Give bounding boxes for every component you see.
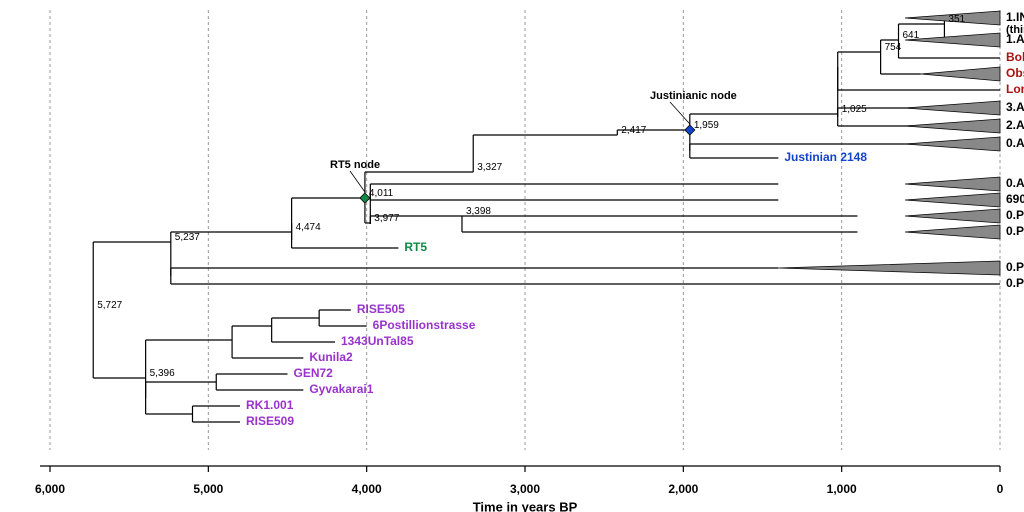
node-age: 754 (885, 42, 902, 53)
node-age: 3,398 (466, 206, 491, 217)
phylogeny-figure: 6,000 5,000 4,000 3,000 2,000 1,000 0 Time in y… (0, 0, 1024, 512)
node-age: 2,417 (621, 125, 646, 136)
tip-label: 6906, 6706, 6213 (1006, 192, 1024, 206)
tip-label: RT5 (404, 240, 427, 254)
node-age: 3,977 (374, 213, 399, 224)
svg-text:6,000: 6,000 (35, 482, 65, 496)
tip-label: 3.ANT, 4.ANT, 0.ANT3 (1006, 100, 1024, 114)
tip-label: RISE505 (357, 302, 405, 316)
tip-label: London 8124/8291/11972 (1006, 82, 1024, 96)
tip-label: Observance (1006, 66, 1024, 80)
svg-text:5,000: 5,000 (193, 482, 223, 496)
node-age: 351 (948, 14, 965, 25)
node-age: 641 (903, 30, 920, 41)
tip-label: Kunila2 (309, 350, 353, 364)
tip-label: 0.ANT2 (1006, 136, 1024, 150)
tip-label: 1343UnTal85 (341, 334, 414, 348)
node-age: 1,959 (694, 120, 719, 131)
tip-label: 0.PE4B,C (1006, 208, 1024, 222)
tip-label: 2.ANT & 2.MED (1006, 118, 1024, 132)
tip-label: 0.PE2 (1006, 260, 1024, 274)
node-age: 3,327 (477, 162, 502, 173)
node-age: 4,474 (296, 222, 321, 233)
svg-text:3,000: 3,000 (510, 482, 540, 496)
node-age: 5,727 (97, 300, 122, 311)
node-age: 5,396 (150, 368, 175, 379)
svg-text:0: 0 (997, 482, 1004, 496)
tip-label: Gyvakarai1 (309, 382, 373, 396)
node-age: 4,011 (369, 188, 394, 199)
tip-label: GEN72 (294, 366, 334, 380)
svg-text:2,000: 2,000 (668, 482, 698, 496)
tip-label: 0.PE4A (1006, 224, 1024, 238)
tip-label: 1.IN & 1.ORI (1006, 10, 1024, 24)
tip-label: Bolgar 2370 (1006, 50, 1024, 64)
tip-label: 0.PE7 (1006, 276, 1024, 290)
node-age: 5,237 (175, 232, 200, 243)
tip-label: 0.ANT1 (1006, 176, 1024, 190)
node-age: 1,025 (842, 104, 867, 115)
svg-text:4,000: 4,000 (352, 482, 382, 496)
tip-label: Justinian 2148 (784, 150, 867, 164)
tip-label: 6Postillionstrasse (373, 318, 476, 332)
node-callout: Justinianic node (650, 90, 737, 102)
svg-text:1,000: 1,000 (827, 482, 857, 496)
tip-label: RISE509 (246, 414, 294, 428)
node-callout: RT5 node (330, 159, 380, 171)
svg-text:Time in years BP: Time in years BP (473, 500, 578, 512)
tip-label: 1.ANT (1006, 32, 1024, 46)
tip-label: RK1.001 (246, 398, 294, 412)
